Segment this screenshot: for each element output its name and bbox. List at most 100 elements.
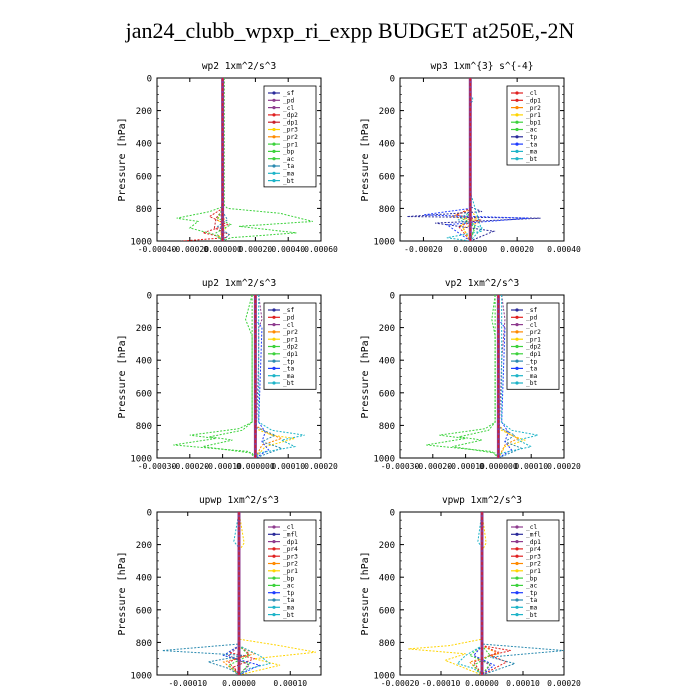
legend-marker: [515, 598, 519, 602]
legend-marker: [515, 323, 519, 327]
y-tick-label: 200: [136, 324, 152, 334]
legend-label: _pr1: [526, 336, 541, 343]
legend-marker: [272, 171, 276, 175]
legend-marker: [515, 337, 519, 341]
x-tick-label: 0.00010: [271, 462, 305, 471]
legend-marker: [272, 91, 276, 95]
x-tick-label: -0.00010: [203, 462, 242, 471]
legend-label: _sf: [526, 307, 537, 314]
legend-marker: [515, 525, 519, 529]
legend-label: _dp1: [526, 98, 541, 105]
series-line-dp2: [426, 295, 499, 458]
legend-label: _bp: [283, 575, 294, 582]
series-line-ma: [238, 512, 271, 675]
legend-marker: [272, 164, 276, 168]
y-tick-label: 0: [390, 75, 395, 85]
series-line-bp: [176, 78, 225, 241]
legend-label: _ma: [283, 373, 294, 380]
legend-label: _ac: [283, 583, 294, 590]
legend-marker: [272, 157, 276, 161]
y-tick-label: 600: [379, 172, 395, 182]
chart-3: up2 1xm^2/s^3 Pressure [hPa] 0 200 400 600 800…: [117, 278, 338, 471]
legend-label: _sf: [283, 307, 294, 314]
legend-marker: [515, 591, 519, 595]
x-tick-label: -0.00010: [446, 462, 485, 471]
y-axis-label: Pressure [hPa]: [117, 551, 128, 635]
legend-marker: [272, 315, 276, 319]
x-tick-label: -0.00020: [381, 679, 420, 688]
series-line-cl: [497, 295, 506, 458]
legend-label: _pr4: [283, 546, 298, 553]
legend-marker: [515, 532, 519, 536]
series-line-tp: [406, 78, 541, 241]
legend-label: _pr4: [526, 546, 541, 553]
legend-label: _dp2: [283, 112, 298, 119]
legend-marker: [515, 374, 519, 378]
series-line-pr4: [481, 512, 511, 675]
legend-label: _ac: [283, 156, 294, 163]
x-tick-label: 0.00010: [514, 462, 548, 471]
y-tick-label: 1000: [373, 455, 395, 465]
x-tick-label: -0.00010: [422, 679, 461, 688]
series-group: [162, 512, 316, 675]
y-tick-label: 800: [379, 205, 395, 215]
legend-marker: [272, 106, 276, 110]
legend-label: _dp1: [283, 539, 298, 546]
legend-label: _cl: [526, 90, 537, 97]
chart-title: vp2 1xm^2/s^3: [445, 278, 519, 289]
legend-label: _pr1: [526, 568, 541, 575]
legend-marker: [515, 135, 519, 139]
chart-title: wp2 1xm^2/s^3: [202, 61, 276, 72]
legend-label: _dp1: [283, 119, 298, 126]
y-tick-label: 1000: [130, 455, 152, 465]
legend-marker: [272, 330, 276, 334]
series-line-dp2: [181, 78, 229, 241]
legend-label: _ta: [526, 141, 537, 148]
legend-label: _ma: [283, 171, 294, 178]
legend-label: _pr2: [526, 105, 541, 112]
legend-marker: [272, 605, 276, 609]
series-group: [406, 78, 541, 241]
y-tick-label: 800: [136, 422, 152, 432]
y-tick-label: 600: [136, 172, 152, 182]
legend-marker: [515, 359, 519, 363]
legend-label: _pr2: [526, 329, 541, 336]
x-tick-label: 0.00040: [271, 245, 305, 254]
legend-label: _pd: [283, 315, 294, 322]
y-tick-label: 0: [147, 75, 152, 85]
legend-label: _pr3: [526, 553, 541, 560]
legend-label: _dp2: [526, 344, 541, 351]
legend-label: _bp: [526, 575, 537, 582]
series-line-ta: [162, 512, 245, 675]
y-axis-label: Pressure [hPa]: [360, 117, 371, 201]
series-line-ta: [498, 319, 513, 458]
legend-marker: [272, 142, 276, 146]
legend-marker: [272, 113, 276, 117]
legend-label: _pr2: [283, 561, 298, 568]
legend-marker: [515, 583, 519, 588]
series-group: [408, 512, 564, 675]
y-tick-label: 600: [136, 389, 152, 399]
series-line-dp1: [202, 295, 256, 458]
chart-title: up2 1xm^2/s^3: [202, 278, 276, 289]
legend-marker: [515, 315, 519, 319]
y-tick-label: 600: [379, 606, 395, 616]
legend-marker: [515, 91, 519, 95]
legend-label: _tp: [526, 590, 537, 597]
x-tick-label: 0.00020: [304, 462, 338, 471]
x-tick-label: -0.00020: [404, 245, 443, 254]
chart-2: wp3 1xm^{3} s^{-4} Pressure [hPa] 0 200 400 6…: [360, 61, 581, 254]
x-tick-label: 0.00020: [239, 245, 273, 254]
legend-marker: [515, 149, 519, 153]
legend-marker: [272, 540, 276, 544]
y-tick-label: 200: [379, 541, 395, 551]
series-line-bp: [468, 512, 491, 675]
legend-marker: [272, 569, 276, 573]
legend-marker: [272, 525, 276, 529]
y-tick-label: 0: [147, 292, 152, 302]
series-line-tp: [222, 512, 261, 675]
legend-label: _tp: [526, 358, 537, 365]
legend-marker: [515, 381, 519, 385]
legend-marker: [272, 576, 276, 580]
legend-label: _ma: [526, 605, 537, 612]
